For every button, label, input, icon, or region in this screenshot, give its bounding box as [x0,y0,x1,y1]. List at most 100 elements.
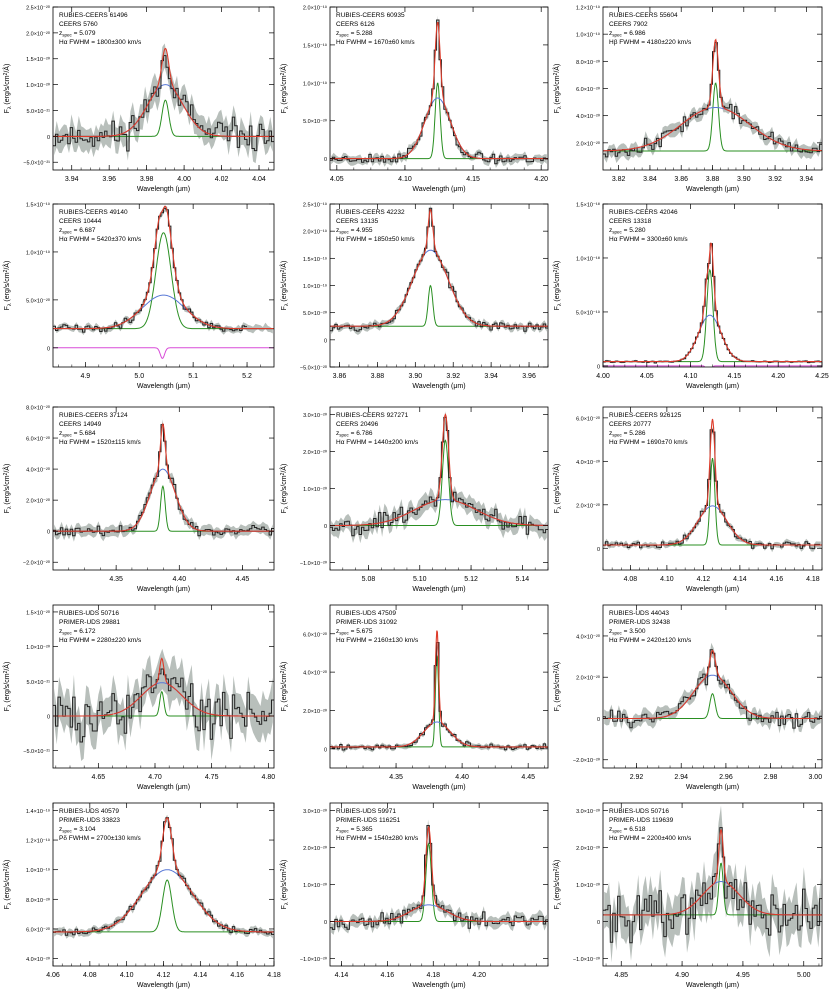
y-tick-label: 0 [597,547,600,553]
x-tick-label: 3.92 [446,373,460,380]
total-model [330,208,548,327]
y-tick-label: 1.5×10⁻¹⁹ [303,42,327,49]
x-tick-label: 4.80 [262,774,276,781]
plot-area [330,630,548,753]
total-model [330,413,548,527]
y-tick-label: −5.0×10⁻²¹ [23,161,50,167]
y-tick-label: 6.0×10⁻²⁰ [576,86,601,93]
x-tick-label: 3.90 [737,176,751,183]
source-name: RUBIES-UDS 50716 [59,610,119,617]
source-name: RUBIES-UDS 47509 [336,610,396,617]
source-name: RUBIES-CEERS 55604 [609,12,678,19]
panel-10: 4.65 4.70 4.75 4.80 Wavelength (μm) −5.0×10⁻²… [2,604,276,791]
y-axis-label: Fλ (erg/s/cm2/Å) [552,64,563,114]
annotation: RUBIES-UDS 40579 PRIMER-UDS 33823 zspec = … [59,808,142,842]
panel-5: 3.86 3.88 3.90 3.92 3.94 3.96 Wavelength (μm) −… [279,202,549,390]
survey-id: CEERS 6126 [336,21,375,28]
y-tick-label: −1.0×10⁻²⁰ [300,956,328,963]
x-axis-label: Wavelength (μm) [137,586,190,593]
y-tick-label: 5.0×10⁻²⁰ [303,118,328,125]
x-axis: 4.14 4.16 4.18 4.20 Wavelength (μm) [335,803,549,989]
fwhm: Hα FWHM = 1520±115 km/s [59,439,142,446]
annotation: RUBIES-CEERS 927271 CEERS 20496 zspec = 6.… [336,412,419,446]
plot-area [603,37,822,163]
spectrum-data [330,416,548,537]
x-axis: 3.86 3.88 3.90 3.92 3.94 3.96 Wavelength (μm) [333,204,549,390]
x-tick-label: 4.10 [120,972,134,979]
y-tick-label: 6.0×10⁻²⁰ [303,631,328,638]
y-tick-label: 1.0×10⁻²⁰ [26,82,51,89]
x-tick-label: 4.20 [534,176,548,183]
total-model [53,205,274,330]
x-tick-label: 3.92 [768,176,782,183]
x-tick-label: 4.00 [177,176,191,183]
x-tick-label: 4.35 [109,576,123,583]
fwhm: Hα FWHM = 1440±200 km/s [336,439,419,446]
y-tick-label: 2.0×10⁻²⁰ [303,708,328,715]
y-tick-label: 1.2×10⁻¹⁹ [26,838,50,845]
narrow-component [603,268,822,363]
x-tick-label: 4.95 [736,972,750,979]
y-tick-label: 2.0×10⁻²⁰ [576,140,601,147]
fwhm: Pδ FWHM = 2700±130 km/s [59,835,142,842]
fwhm: Hα FWHM = 3300±60 km/s [609,236,688,243]
x-axis-label: Wavelength (μm) [412,982,465,989]
y-tick-label: 1.5×10⁻²⁰ [26,609,51,616]
panel-9: 4.08 4.10 4.12 4.14 4.16 4.18 Wavelength (μm) 0… [552,406,823,593]
source-name: RUBIES-CEERS 926125 [609,412,682,419]
broad-component [603,314,822,363]
redshift: zspec = 5.365 [336,826,373,834]
x-tick-label: 5.0 [134,373,144,380]
narrow-component [53,879,274,933]
x-axis-label: Wavelength (μm) [137,186,190,193]
y-tick-label: 2.0×10⁻¹⁹ [303,5,327,12]
x-tick-label: 4.40 [172,576,186,583]
x-tick-label: 5.14 [516,576,530,583]
x-tick-label: 3.94 [65,176,79,183]
x-axis: 4.9 5.0 5.1 5.2 Wavelength (μm) [58,204,261,390]
narrow-component [603,82,822,152]
survey-id: CEERS 5760 [59,21,98,28]
y-tick-label: 2.0×10⁻¹⁹ [303,229,327,236]
narrow-component [330,82,548,160]
x-tick-label: 4.18 [267,972,281,979]
x-axis-label: Wavelength (μm) [686,586,739,593]
y-tick-label: −2.0×10⁻²⁰ [573,757,601,764]
y-axis-label: Fλ (erg/s/cm2/Å) [552,261,563,311]
y-tick-label: 2.0×10⁻²⁰ [576,845,601,852]
y-tick-label: 8.0×10⁻²⁰ [576,59,601,66]
total-model [53,657,274,717]
y-axis: −5.0×10⁻²¹ 0 5.0×10⁻²¹ 1.0×10⁻²⁰ 1.5×10⁻²⁰ 2.… [2,5,274,167]
survey-id: CEERS 13318 [609,218,652,225]
annotation: RUBIES-CEERS 42232 CEERS 13135 zspec = 4.9… [336,209,415,243]
narrow-component [603,457,822,546]
y-axis: 0 2.0×10⁻²⁰ 4.0×10⁻²⁰ 6.0×10⁻²⁰ Fλ (erg/s/cm… [552,415,822,553]
y-axis-label: Fλ (erg/s/cm2/Å) [552,662,563,712]
redshift: zspec = 6.687 [59,227,96,235]
plot-area [330,411,548,544]
survey-id: CEERS 13135 [336,218,379,225]
total-model [603,829,822,916]
x-tick-label: 3.96 [102,176,116,183]
y-axis-label: Fλ (erg/s/cm2/Å) [279,860,290,910]
x-tick-label: 3.96 [522,373,536,380]
y-tick-label: 1.0×10⁻²⁰ [303,486,328,493]
error-band [54,814,273,939]
survey-id: PRIMER-UDS 31092 [336,619,397,626]
panel-15: 4.85 4.90 4.95 5.00 Wavelength (μm) −1.0×10⁻²… [552,802,823,989]
panel-8: 5.08 5.10 5.12 5.14 Wavelength (μm) −1.0×10⁻²… [279,406,549,593]
panel-6: 4.00 4.05 4.10 4.15 4.20 4.25 Wavelength (μm) 0… [552,202,829,391]
annotation: RUBIES-CEERS 60935 CEERS 6126 zspec = 5.28… [336,12,415,46]
total-model [53,817,274,933]
y-tick-label: 4.0×10⁻²⁰ [303,670,328,677]
survey-id: CEERS 14949 [59,421,102,428]
y-axis: −5.0×10⁻²¹ 0 5.0×10⁻²¹ 1.0×10⁻²⁰ 1.5×10⁻²⁰ Fλ… [2,609,274,755]
y-tick-label: 4.0×10⁻²⁰ [576,113,601,120]
y-tick-label: 0 [47,135,50,141]
broad-component [330,97,548,160]
total-model [330,825,548,923]
x-axis-label: Wavelength (μm) [137,982,190,989]
fwhm: Hα FWHM = 1850±50 km/s [336,236,415,243]
axes-frame [52,604,275,769]
source-name: RUBIES-CEERS 42046 [609,209,678,216]
